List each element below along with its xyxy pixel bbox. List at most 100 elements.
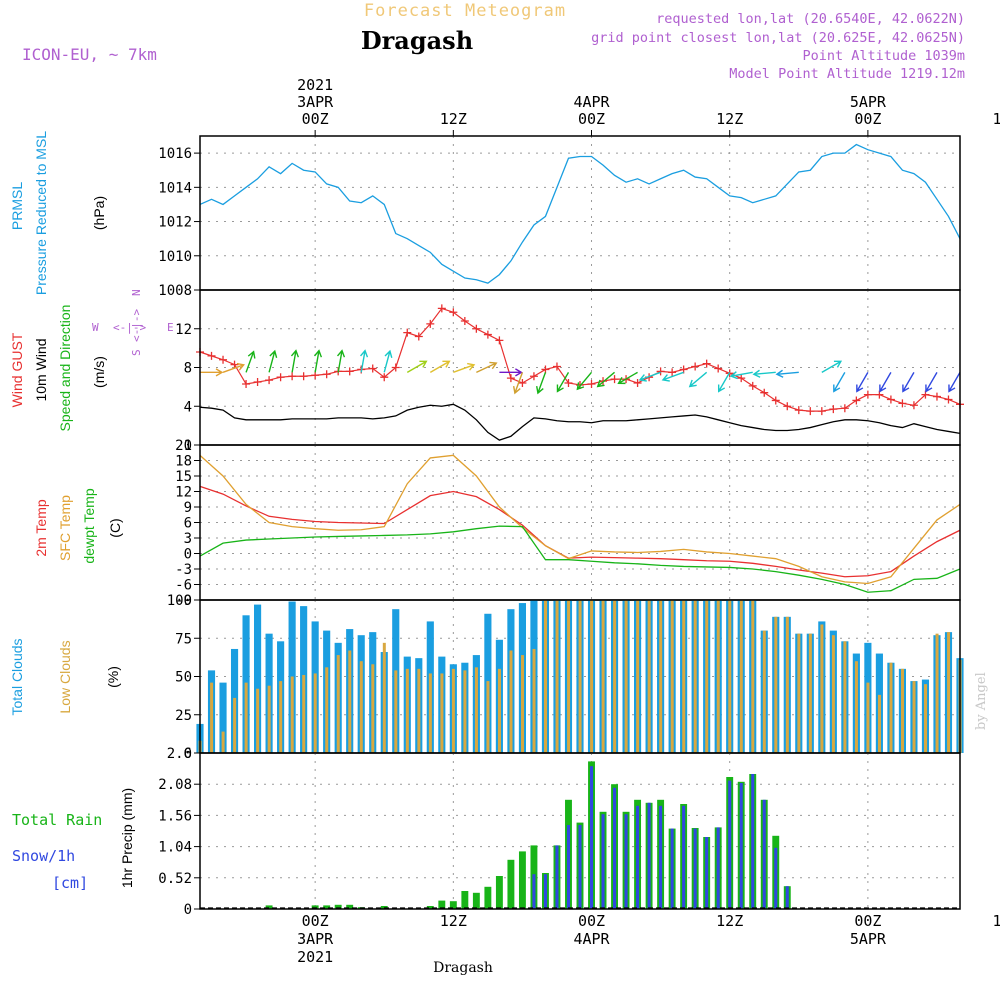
- gust-point: [529, 372, 538, 381]
- bottom-time-label: 12Z: [716, 912, 743, 930]
- low-cloud-bar: [233, 697, 237, 753]
- gust-point: [760, 388, 769, 397]
- gust-point: [426, 319, 435, 328]
- model-label: ICON-EU, ~ 7km: [22, 45, 157, 64]
- wind-label: (m/s): [91, 356, 107, 388]
- wind-compass: N <-|-> S W <-|-> E: [92, 289, 174, 356]
- low-cloud-bar: [497, 668, 501, 753]
- rain-bar: [346, 904, 354, 909]
- low-cloud-bar: [486, 681, 490, 753]
- precip-label: [cm]: [52, 874, 88, 892]
- wind-direction-arrow: [245, 350, 256, 373]
- temperature-label: dewpt Temp: [81, 488, 97, 563]
- y-tick-label: -3: [175, 562, 192, 578]
- temperature-line: [199, 485, 961, 578]
- snow-bar: [774, 847, 778, 909]
- low-cloud-bar: [267, 685, 271, 753]
- snow-bar: [647, 802, 651, 909]
- top-time-label: 4APR: [573, 93, 610, 111]
- low-cloud-bar: [382, 642, 386, 753]
- y-tick-label: 0.52: [158, 871, 192, 887]
- low-cloud-bar: [210, 682, 214, 753]
- bottom-time-label: 4APR: [573, 930, 610, 948]
- rain-bar: [507, 859, 515, 909]
- low-cloud-bar: [244, 682, 248, 753]
- gust-point: [483, 330, 492, 339]
- compass-west: W: [92, 321, 99, 334]
- pressure-frame: [199, 135, 961, 291]
- snow-bar: [682, 805, 686, 909]
- snow-bar: [693, 828, 697, 909]
- low-cloud-bar: [900, 668, 904, 753]
- gust-point: [449, 308, 458, 317]
- gust-point: [230, 360, 239, 369]
- low-cloud-bar: [463, 670, 467, 753]
- rain-bar: [495, 876, 503, 909]
- pressure-label: PRMSL: [9, 182, 25, 230]
- gust-point: [311, 371, 320, 380]
- y-tick-label: 6: [184, 516, 192, 532]
- wind-direction-arrow: [556, 371, 570, 393]
- gust-point: [253, 378, 262, 387]
- y-tick-label: 4: [184, 399, 192, 415]
- clouds-label: Low Clouds: [57, 640, 73, 713]
- bottom-time-label: 00Z: [578, 912, 605, 930]
- wind-direction-arrow: [638, 371, 661, 382]
- gust-point: [702, 359, 711, 368]
- gust-point: [852, 396, 861, 405]
- gust-point: [368, 364, 377, 373]
- gust-point: [322, 370, 331, 379]
- snow-bar: [578, 825, 582, 909]
- low-cloud-bar: [567, 600, 571, 753]
- gust-point: [783, 402, 792, 411]
- bottom-time-label: 00Z: [302, 912, 329, 930]
- compass-horizontal-arrow: <-|->: [113, 321, 146, 334]
- clouds-label: Total Clouds: [9, 638, 25, 715]
- low-cloud-bar: [590, 600, 594, 753]
- snow-bar: [566, 825, 571, 909]
- pressure-labels: PRMSL Pressure Reduced to MSL (hPa): [9, 131, 107, 295]
- clouds-label: (%): [105, 666, 121, 688]
- temperature-label: SFC Temp: [57, 495, 73, 561]
- low-cloud-bar: [520, 655, 524, 753]
- low-cloud-bar: [440, 673, 444, 753]
- wind-direction-arrow: [879, 371, 892, 393]
- low-cloud-bar: [624, 600, 628, 753]
- y-tick-label: 1.04: [158, 840, 192, 856]
- low-cloud-bar: [371, 664, 375, 753]
- top-time-label: 12Z: [993, 110, 1000, 128]
- precip-frame: [199, 752, 961, 910]
- gust-point: [299, 372, 308, 381]
- pressure-label: Pressure Reduced to MSL: [33, 131, 49, 295]
- low-cloud-bar: [924, 684, 928, 753]
- gust-point: [829, 405, 838, 414]
- snow-bar: [636, 805, 640, 909]
- bottom-time-label: 12Z: [440, 912, 467, 930]
- footer-location: Dragash: [433, 960, 493, 976]
- snow-bar: [589, 766, 594, 909]
- low-cloud-bar: [797, 633, 801, 753]
- wind-direction-arrow: [313, 349, 323, 373]
- wind-direction-arrow: [617, 371, 638, 385]
- y-tick-label: 2.6: [167, 746, 192, 762]
- y-tick-label: -6: [175, 578, 192, 594]
- bottom-time-label: 5APR: [850, 930, 887, 948]
- low-cloud-bar: [866, 682, 870, 753]
- snow-bar: [705, 837, 709, 909]
- wind-direction-arrow: [856, 371, 869, 393]
- wind-direction-arrow: [717, 371, 731, 393]
- snow-bar: [543, 874, 547, 909]
- compass-south: S: [130, 349, 143, 356]
- gust-point: [506, 374, 515, 383]
- gust-point: [691, 362, 700, 371]
- low-cloud-bar: [785, 616, 789, 753]
- top-time-label: 00Z: [302, 110, 329, 128]
- time-axis-top: 20213APR00Z12Z4APR00Z12Z5APR00Z12Z: [297, 76, 1000, 136]
- time-axis-bottom: 00Z3APR202112Z00Z4APR12Z00Z5APR12Z: [297, 912, 1000, 966]
- y-tick-label: 1016: [158, 146, 192, 162]
- wind-direction-arrow: [752, 369, 776, 378]
- snow-bar: [751, 774, 755, 909]
- compass-vertical-arrow: <-|->: [130, 309, 143, 342]
- gust-point: [518, 379, 527, 387]
- gust-point: [679, 365, 688, 374]
